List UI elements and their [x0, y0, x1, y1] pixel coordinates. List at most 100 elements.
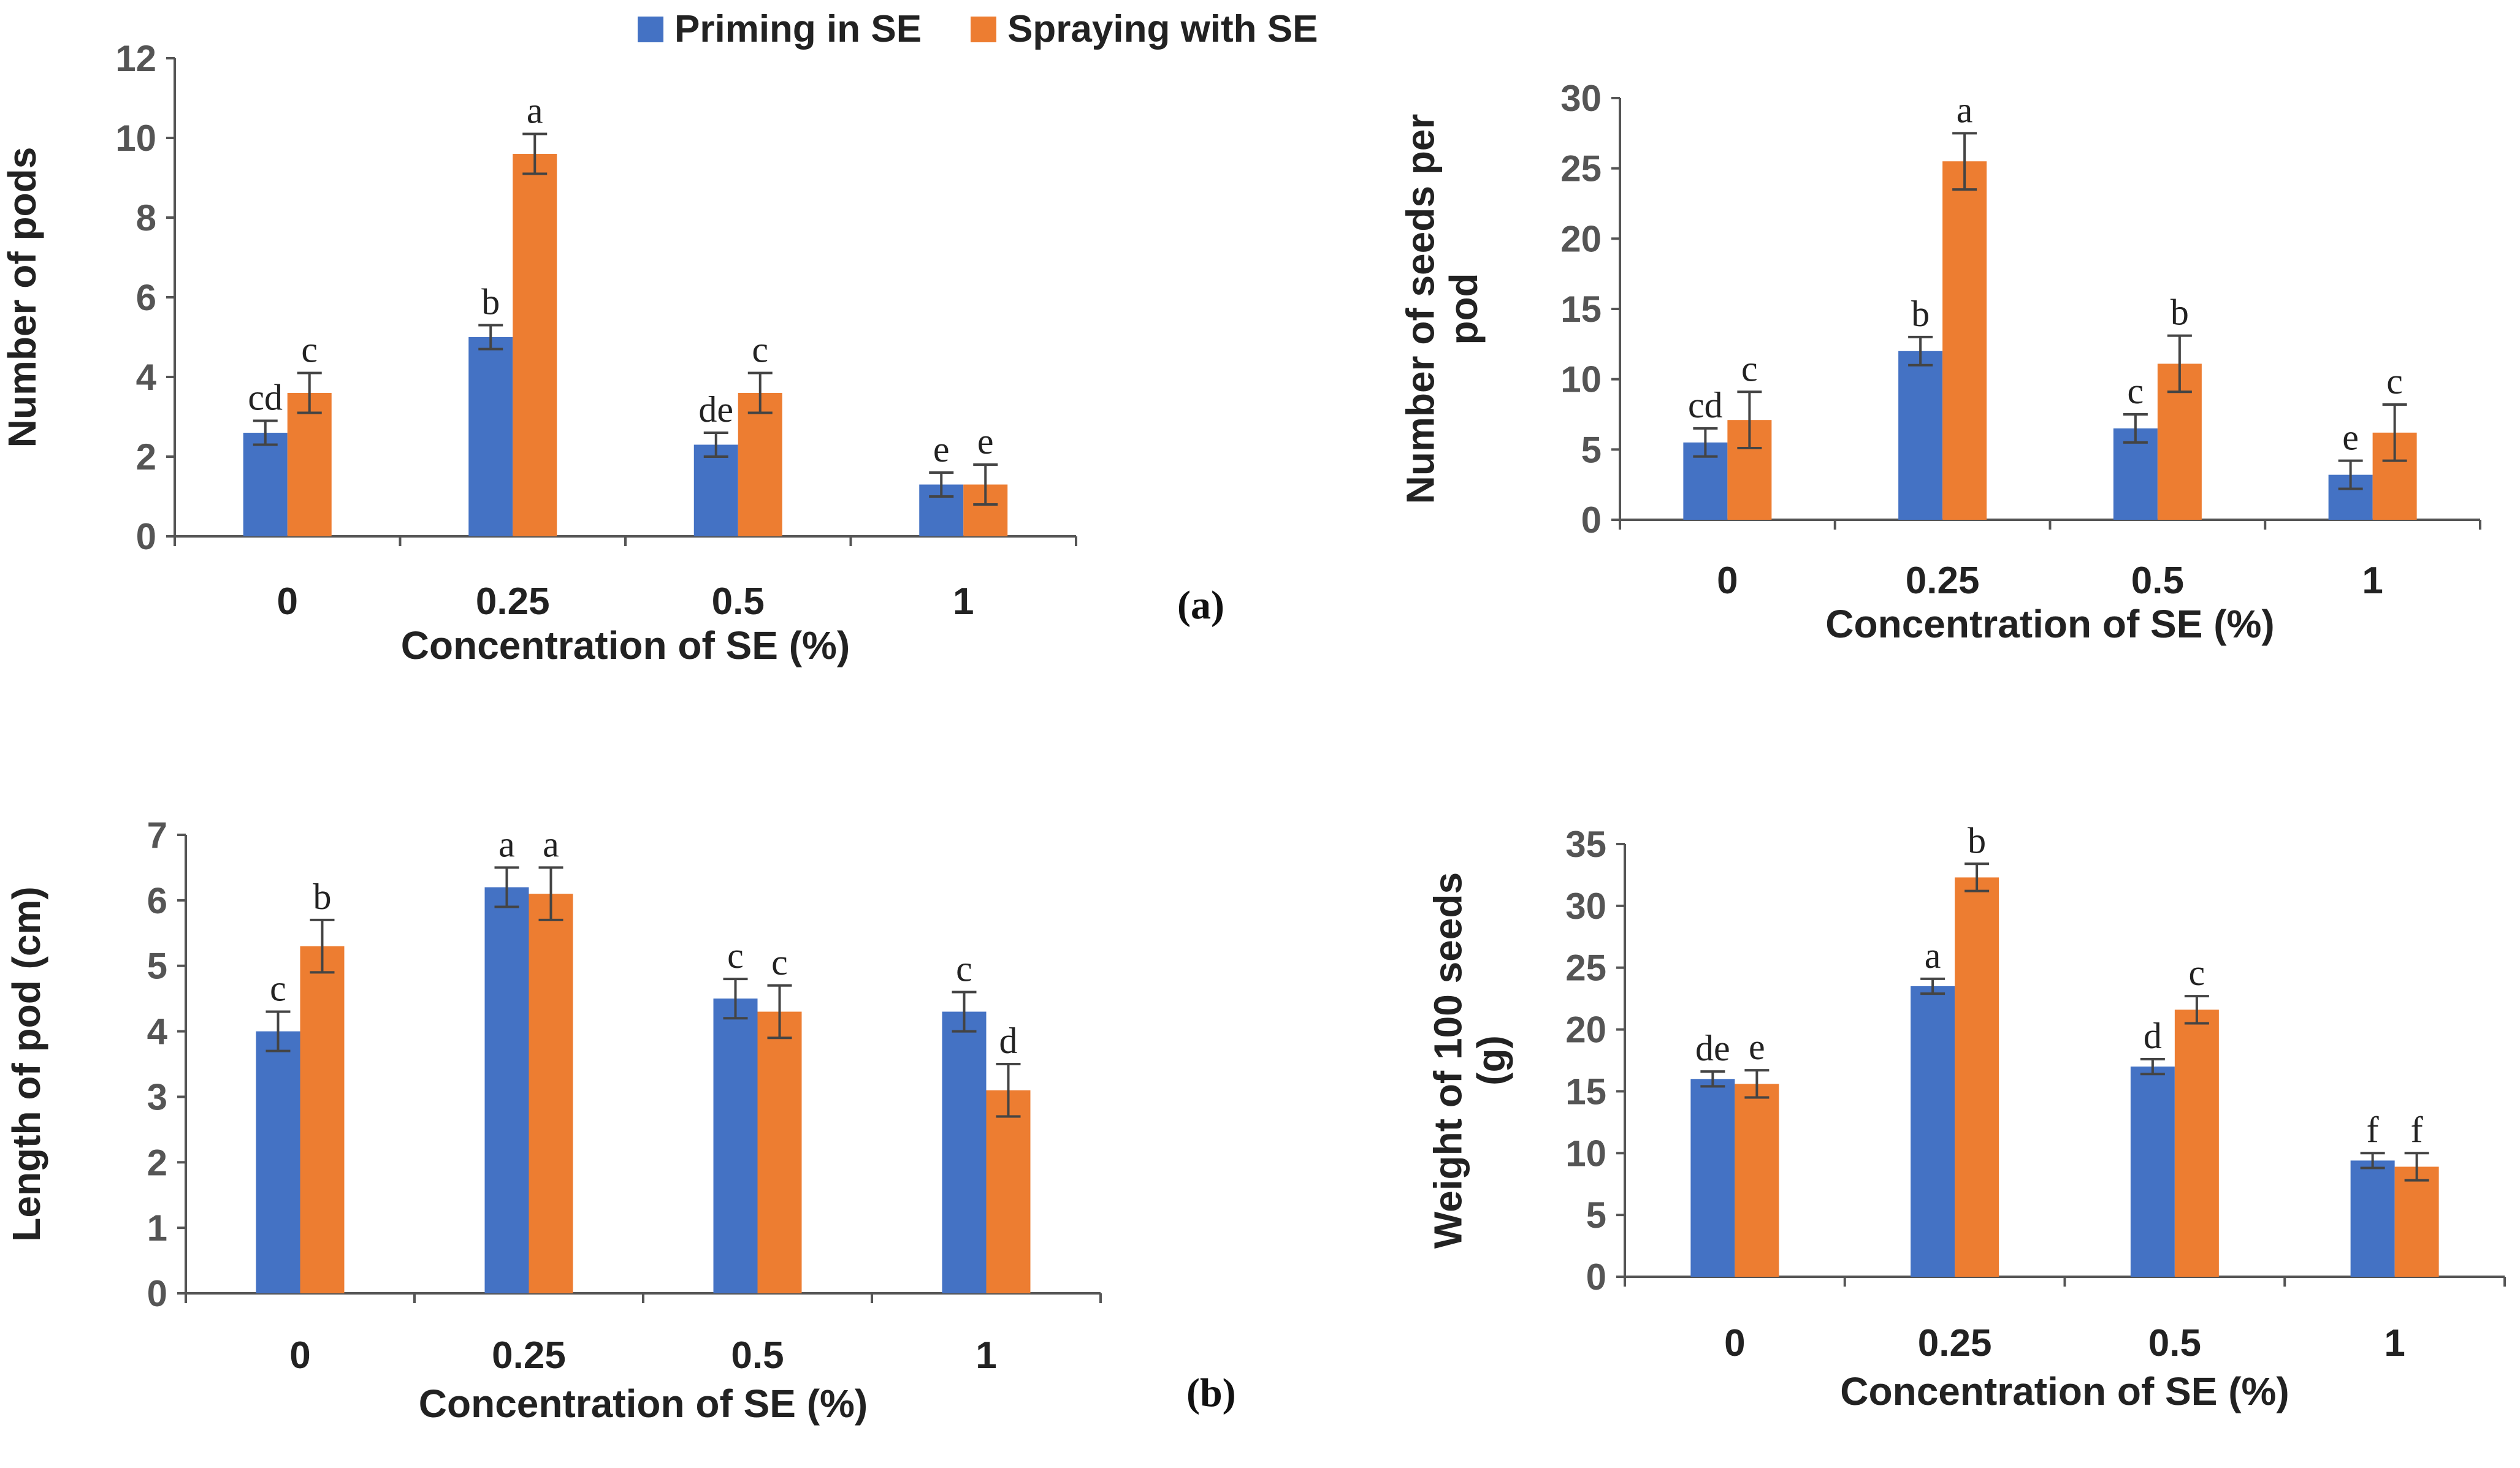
y-tick-label: 10: [115, 118, 156, 159]
y-axis-title: Number of pods: [0, 147, 44, 448]
x-category-label: 0.5: [2148, 1322, 2201, 1364]
panel-label-a: (a): [1177, 583, 1224, 628]
x-category-label: 0.25: [492, 1334, 566, 1377]
y-tick-label: 10: [1565, 1133, 1606, 1174]
significance-letter: c: [2386, 361, 2403, 401]
significance-letter: b: [313, 877, 332, 917]
x-category-label: 1: [976, 1334, 996, 1377]
bar-priming: [2350, 1160, 2395, 1277]
significance-letter: c: [771, 942, 788, 983]
bar-priming: [256, 1031, 300, 1293]
bar-priming: [942, 1011, 987, 1293]
significance-letter: c: [301, 330, 318, 370]
bar-spraying: [529, 894, 573, 1293]
chart-seeds_per_pod: 051015202530cdc0ba0.25cb0.5ec1Concentrat…: [1399, 78, 2481, 646]
significance-letter: b: [2171, 292, 2189, 333]
x-category-label: 0.5: [2131, 560, 2184, 602]
y-tick-label: 6: [136, 277, 156, 318]
bar-priming: [1911, 986, 1955, 1277]
y-tick-label: 25: [1565, 948, 1606, 989]
y-tick-label: 20: [1560, 218, 1602, 259]
significance-letter: c: [1741, 348, 1758, 389]
y-tick-label: 20: [1565, 1010, 1606, 1051]
x-category-label: 0.5: [731, 1334, 784, 1377]
y-axis-title: Weight of 100 seeds(g): [1426, 872, 1513, 1249]
significance-letter: c: [956, 948, 972, 989]
y-tick-label: 2: [136, 436, 156, 477]
significance-letter: b: [1911, 294, 1930, 334]
significance-letter: a: [1957, 89, 1973, 130]
y-tick-label: 0: [136, 516, 156, 557]
y-tick-label: 6: [147, 880, 167, 921]
significance-letter: a: [543, 824, 559, 864]
significance-letter: a: [498, 824, 515, 864]
legend-swatch-priming: [638, 16, 663, 42]
legend-label-priming: Priming in SE: [674, 8, 922, 50]
significance-letter: c: [2128, 371, 2144, 411]
significance-letter: de: [698, 389, 733, 430]
x-category-label: 0: [1717, 560, 1738, 602]
significance-letter: de: [1695, 1028, 1730, 1068]
bar-priming: [1898, 351, 1943, 520]
y-tick-label: 1: [147, 1207, 167, 1249]
significance-letter: d: [2144, 1016, 2162, 1056]
panel-label-b: (b): [1186, 1371, 1236, 1415]
bar-spraying: [1942, 161, 1987, 520]
significance-letter: c: [2189, 953, 2205, 993]
y-tick-label: 2: [147, 1142, 167, 1183]
bar-spraying: [986, 1090, 1031, 1293]
x-category-label: 1: [2384, 1322, 2405, 1364]
significance-letter: c: [752, 330, 768, 370]
bar-spraying: [300, 946, 345, 1293]
bar-priming: [1690, 1079, 1735, 1277]
y-tick-label: 4: [147, 1011, 168, 1052]
bar-spraying: [1955, 877, 1999, 1277]
y-tick-label: 5: [1586, 1195, 1606, 1236]
legend-item-spraying: Spraying with SE: [971, 7, 1318, 51]
bar-spraying: [2394, 1166, 2439, 1277]
bar-spraying: [2174, 1010, 2219, 1277]
significance-letter: e: [933, 429, 950, 470]
x-category-label: 0.5: [712, 580, 765, 623]
bar-spraying: [738, 393, 782, 536]
y-tick-label: 35: [1565, 824, 1606, 865]
significance-letter: c: [727, 935, 744, 976]
significance-letter: d: [999, 1021, 1018, 1061]
x-category-label: 0: [1724, 1322, 1745, 1364]
chart-legend: Priming in SE Spraying with SE: [638, 7, 1367, 51]
x-axis-title: Concentration of SE (%): [1825, 602, 2274, 646]
x-axis-title: Concentration of SE (%): [419, 1382, 868, 1426]
bar-spraying: [513, 154, 557, 536]
bar-priming: [468, 337, 513, 536]
significance-letter: f: [2411, 1109, 2423, 1150]
legend-swatch-spraying: [971, 16, 997, 42]
significance-letter: f: [2367, 1109, 2379, 1150]
bar-priming: [243, 433, 288, 536]
significance-letter: a: [527, 91, 543, 131]
significance-letter: a: [1925, 935, 1941, 976]
significance-letter: cd: [248, 378, 283, 418]
bar-priming: [484, 887, 529, 1293]
y-tick-label: 4: [136, 357, 157, 398]
y-tick-label: 30: [1560, 78, 1602, 119]
x-category-label: 1: [2362, 560, 2383, 602]
y-axis-title: Length of pod (cm): [4, 886, 48, 1241]
bar-priming: [713, 998, 758, 1293]
y-tick-label: 15: [1560, 289, 1602, 330]
bar-spraying: [1735, 1084, 1779, 1277]
x-axis-title: Concentration of SE (%): [401, 623, 850, 667]
x-category-label: 0: [277, 580, 298, 623]
y-tick-label: 0: [1586, 1257, 1606, 1298]
y-tick-label: 25: [1560, 148, 1602, 189]
significance-letter: b: [1968, 820, 1986, 861]
bar-spraying: [287, 393, 332, 536]
y-tick-label: 10: [1560, 359, 1602, 400]
bar-spraying: [757, 1011, 802, 1293]
y-tick-label: 3: [147, 1076, 167, 1117]
significance-letter: b: [481, 282, 500, 322]
x-category-label: 0.25: [1906, 560, 1980, 602]
x-category-label: 0.25: [1918, 1322, 1992, 1364]
